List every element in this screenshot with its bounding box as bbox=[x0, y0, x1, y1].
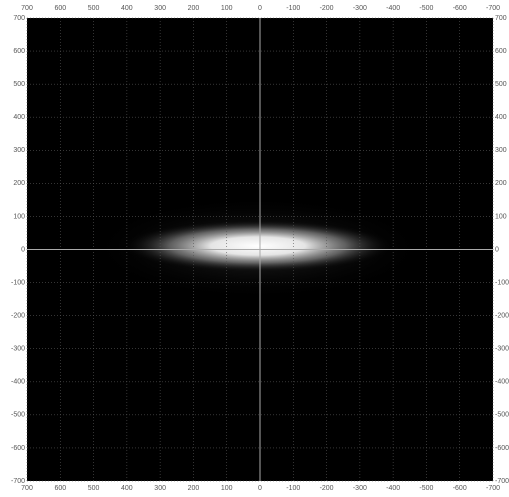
axes: 700 700 600 600 500 500 400 400 300 300 200 200 100 1… bbox=[11, 5, 509, 492]
x-tick-label: 0 bbox=[258, 5, 262, 12]
x-tick-label: -600 bbox=[453, 5, 467, 12]
x-tick-label: -300 bbox=[353, 5, 367, 12]
y-tick-label: 0 bbox=[495, 246, 499, 253]
y-tick-label: -700 bbox=[495, 478, 509, 485]
y-tick-label: 0 bbox=[21, 246, 25, 253]
x-tick-label: -500 bbox=[419, 5, 433, 12]
x-tick-label: -600 bbox=[453, 485, 467, 492]
y-tick-label: 600 bbox=[13, 48, 25, 55]
x-tick-label: 300 bbox=[154, 5, 166, 12]
y-tick-label: -200 bbox=[11, 312, 25, 319]
x-tick-label: -500 bbox=[419, 485, 433, 492]
x-tick-label: -100 bbox=[286, 5, 300, 12]
y-tick-label: -700 bbox=[11, 478, 25, 485]
x-tick-label: -400 bbox=[386, 485, 400, 492]
y-tick-label: -600 bbox=[495, 445, 509, 452]
y-tick-label: -300 bbox=[11, 346, 25, 353]
intensity-spot bbox=[123, 220, 393, 272]
y-tick-label: 300 bbox=[495, 147, 507, 154]
y-tick-label: -400 bbox=[11, 379, 25, 386]
y-tick-label: -100 bbox=[11, 279, 25, 286]
x-tick-label: 100 bbox=[221, 5, 233, 12]
y-tick-label: -100 bbox=[495, 279, 509, 286]
x-tick-label: 600 bbox=[54, 485, 66, 492]
y-tick-label: 200 bbox=[495, 180, 507, 187]
y-tick-label: -600 bbox=[11, 445, 25, 452]
y-tick-label: 400 bbox=[13, 114, 25, 121]
y-tick-label: 200 bbox=[13, 180, 25, 187]
x-tick-label: 200 bbox=[188, 485, 200, 492]
x-tick-label: 500 bbox=[88, 485, 100, 492]
x-tick-label: -700 bbox=[486, 485, 500, 492]
y-tick-label: 500 bbox=[495, 81, 507, 88]
y-tick-label: 400 bbox=[495, 114, 507, 121]
x-tick-label: -200 bbox=[320, 5, 334, 12]
y-tick-label: -300 bbox=[495, 346, 509, 353]
x-tick-label: 400 bbox=[121, 5, 133, 12]
x-tick-label: -200 bbox=[320, 485, 334, 492]
x-tick-label: 600 bbox=[54, 5, 66, 12]
y-tick-label: -400 bbox=[495, 379, 509, 386]
y-tick-label: 600 bbox=[495, 48, 507, 55]
y-tick-label: -200 bbox=[495, 312, 509, 319]
x-tick-label: 100 bbox=[221, 485, 233, 492]
y-tick-label: -500 bbox=[11, 412, 25, 419]
x-tick-label: -300 bbox=[353, 485, 367, 492]
x-tick-label: 500 bbox=[88, 5, 100, 12]
y-tick-label: 700 bbox=[13, 15, 25, 22]
x-tick-label: 400 bbox=[121, 485, 133, 492]
y-tick-label: 100 bbox=[495, 213, 507, 220]
y-tick-label: 100 bbox=[13, 213, 25, 220]
x-tick-label: 0 bbox=[258, 485, 262, 492]
x-tick-label: 700 bbox=[21, 5, 33, 12]
x-tick-label: 300 bbox=[154, 485, 166, 492]
x-tick-label: 700 bbox=[21, 485, 33, 492]
x-tick-label: -700 bbox=[486, 5, 500, 12]
y-tick-label: 500 bbox=[13, 81, 25, 88]
y-tick-label: 300 bbox=[13, 147, 25, 154]
x-tick-label: -400 bbox=[386, 5, 400, 12]
x-tick-label: -100 bbox=[286, 485, 300, 492]
y-tick-label: -500 bbox=[495, 412, 509, 419]
y-tick-label: 700 bbox=[495, 15, 507, 22]
x-tick-label: 200 bbox=[188, 5, 200, 12]
